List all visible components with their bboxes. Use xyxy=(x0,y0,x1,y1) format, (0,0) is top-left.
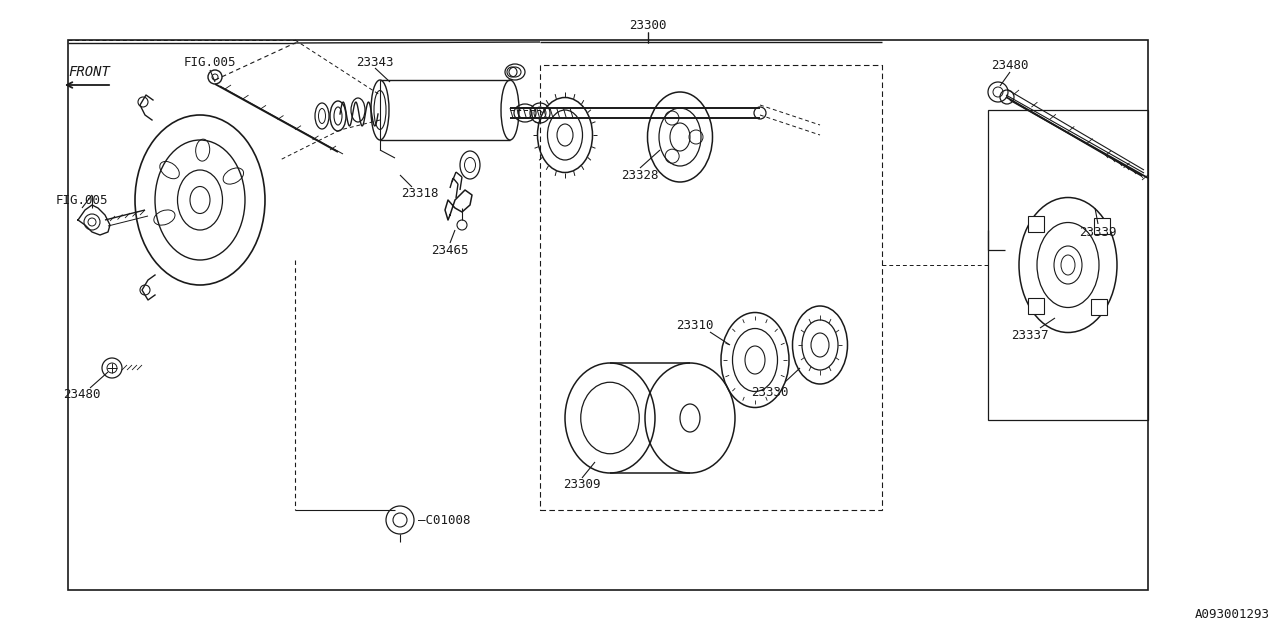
Text: A093001293: A093001293 xyxy=(1196,609,1270,621)
Text: 23310: 23310 xyxy=(676,319,714,332)
FancyBboxPatch shape xyxy=(1091,300,1107,316)
Bar xyxy=(68,40,1148,590)
FancyBboxPatch shape xyxy=(1028,216,1043,232)
Text: 23480: 23480 xyxy=(991,58,1029,72)
Text: 23318: 23318 xyxy=(401,186,439,200)
FancyBboxPatch shape xyxy=(1028,298,1044,314)
Text: FIG.005: FIG.005 xyxy=(184,56,237,68)
Text: 23330: 23330 xyxy=(751,385,788,399)
Bar xyxy=(540,65,882,510)
FancyBboxPatch shape xyxy=(1093,218,1110,234)
Text: FIG.005: FIG.005 xyxy=(56,193,109,207)
Text: ―C01008: ―C01008 xyxy=(419,513,471,527)
Text: 23309: 23309 xyxy=(563,479,600,492)
Text: 23300: 23300 xyxy=(630,19,667,31)
Text: 23339: 23339 xyxy=(1079,225,1116,239)
Bar xyxy=(988,110,1148,420)
Text: FRONT: FRONT xyxy=(68,65,110,79)
Text: 23328: 23328 xyxy=(621,168,659,182)
Text: 23337: 23337 xyxy=(1011,328,1048,342)
Text: 23343: 23343 xyxy=(356,56,394,68)
Text: 23480: 23480 xyxy=(63,388,101,401)
Text: 23465: 23465 xyxy=(431,243,468,257)
